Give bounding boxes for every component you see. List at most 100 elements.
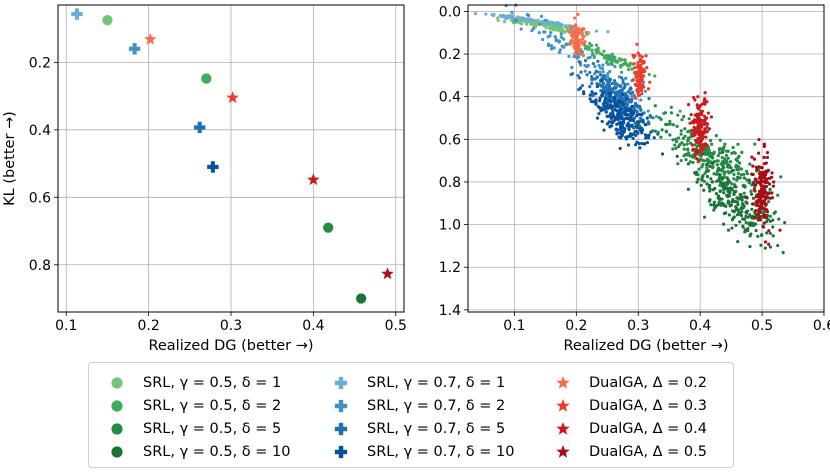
sample-point	[720, 183, 725, 188]
data-point	[323, 222, 334, 233]
sample-point	[681, 136, 685, 140]
sample-point	[602, 90, 606, 94]
sample-point	[755, 194, 759, 198]
sample-point	[743, 230, 747, 234]
sample-point	[719, 203, 723, 207]
sample-point	[640, 92, 644, 96]
sample-point	[732, 172, 736, 177]
sample-point	[765, 151, 770, 155]
sample-point	[706, 169, 711, 173]
data-point	[102, 15, 113, 26]
sample-point	[600, 53, 604, 57]
sample-point	[744, 195, 748, 199]
sample-point	[760, 202, 764, 206]
sample-point	[762, 192, 766, 196]
sample-point	[510, 10, 514, 14]
sample-point	[739, 173, 743, 177]
sample-point	[663, 111, 668, 115]
sample-point	[620, 70, 624, 74]
sample-point	[716, 159, 720, 163]
sample-point	[726, 228, 731, 232]
sample-point	[473, 12, 478, 16]
sample-point	[701, 148, 705, 152]
sample-point	[697, 112, 702, 116]
sample-point	[770, 171, 774, 175]
sample-point	[538, 22, 542, 26]
sample-point	[724, 149, 728, 153]
sample-point	[671, 147, 675, 151]
sample-point	[729, 203, 734, 207]
sample-point	[634, 75, 639, 80]
sample-point	[596, 46, 600, 50]
plus-marker-icon	[334, 422, 348, 435]
sample-point	[583, 47, 587, 51]
legend-marker	[556, 421, 570, 435]
sample-point	[644, 54, 648, 58]
sample-point	[633, 143, 638, 147]
sample-point	[609, 103, 613, 107]
sample-point	[738, 212, 742, 216]
sample-point	[583, 40, 587, 44]
sample-point	[606, 62, 610, 67]
sample-point	[621, 103, 625, 107]
sample-point	[633, 66, 637, 70]
data-point	[207, 161, 219, 173]
sample-point	[762, 210, 766, 214]
sample-point	[771, 234, 775, 238]
sample-point	[705, 157, 710, 161]
sample-point	[609, 58, 613, 62]
sample-point	[744, 211, 749, 215]
data-point	[381, 267, 394, 280]
sample-point	[742, 176, 746, 180]
sample-point	[576, 29, 580, 33]
sample-point	[718, 173, 722, 177]
sample-point	[718, 138, 722, 142]
legend-column-srl-gamma-07: SRL, γ = 0.7, δ = 1 SRL, γ = 0.7, δ = 2 …	[325, 371, 515, 463]
sample-point	[732, 150, 736, 154]
sample-point	[594, 98, 598, 102]
data-point	[128, 43, 141, 55]
sample-point	[606, 71, 610, 76]
sample-point	[718, 183, 722, 188]
sample-point	[623, 61, 627, 65]
sample-point	[549, 47, 554, 51]
sample-point	[762, 162, 767, 166]
sample-point	[696, 121, 700, 125]
y-tick-label: 0.4	[439, 90, 461, 106]
sample-point	[553, 34, 557, 39]
sample-point	[597, 63, 601, 68]
sample-point	[669, 111, 674, 115]
sample-point	[607, 98, 612, 103]
sample-point	[703, 127, 707, 131]
sample-point	[616, 131, 620, 135]
sample-point	[699, 146, 703, 150]
sample-point	[763, 213, 767, 217]
legend-label: DualGA, Δ = 0.3	[589, 397, 707, 414]
sample-point	[537, 31, 541, 35]
sample-point	[646, 109, 650, 113]
sample-point	[627, 123, 631, 127]
sample-point	[612, 100, 616, 104]
sample-point	[726, 177, 730, 181]
sample-point	[636, 131, 640, 135]
sample-point	[754, 177, 758, 181]
sample-point	[647, 97, 651, 101]
sample-point	[600, 93, 604, 97]
sample-point	[569, 28, 573, 32]
sample-point	[502, 20, 507, 24]
sample-point	[627, 68, 631, 72]
y-tick-label: 0.2	[29, 55, 51, 71]
sample-point	[573, 16, 577, 20]
sample-point	[727, 213, 732, 217]
sample-point	[647, 121, 651, 126]
sample-point	[642, 60, 646, 64]
sample-point	[605, 74, 609, 78]
legend-marker	[556, 444, 570, 458]
sample-point	[708, 189, 712, 193]
sample-point	[558, 27, 562, 31]
sample-point	[588, 70, 592, 75]
x-tick-label: 0.3	[220, 318, 242, 334]
plus-marker-icon	[334, 399, 348, 412]
sample-point	[746, 229, 750, 233]
sample-point	[546, 43, 550, 48]
